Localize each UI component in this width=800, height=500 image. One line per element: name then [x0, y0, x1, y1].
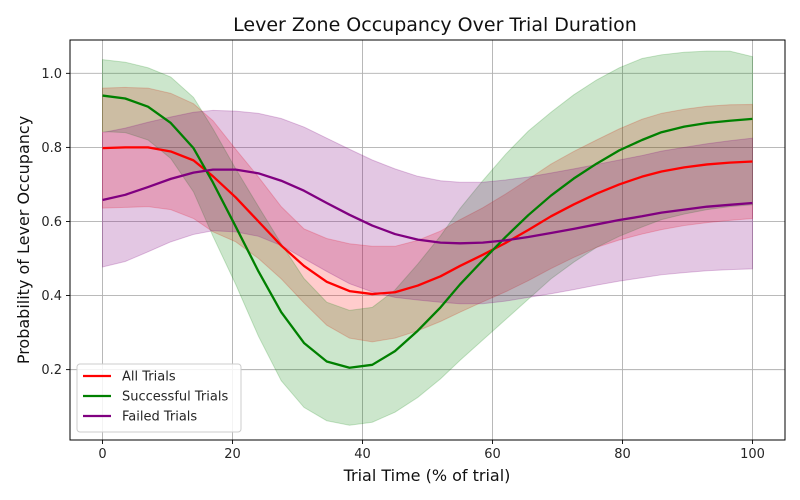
y-tick-label: 0.8	[41, 141, 62, 156]
y-axis-title: Probability of Lever Occupancy	[14, 116, 33, 364]
x-axis-ticks: 0 20 40 60 80 100	[98, 440, 765, 462]
series-lines	[102, 94, 753, 369]
confidence-band	[102, 109, 753, 305]
series-line	[102, 94, 753, 369]
y-tick-label: 0.4	[41, 289, 62, 304]
chart-title: Lever Zone Occupancy Over Trial Duration	[233, 14, 637, 36]
x-tick-label: 40	[354, 447, 371, 462]
x-axis-title: Trial Time (% of trial)	[343, 466, 511, 485]
legend: All Trials Successful Trials Failed Trials	[76, 363, 242, 433]
x-tick-label: 80	[614, 447, 631, 462]
legend-label: Failed Trials	[122, 410, 197, 425]
confidence-band	[102, 50, 753, 426]
legend-label: All Trials	[122, 370, 176, 385]
grid-lines	[70, 40, 785, 440]
confidence-bands	[102, 50, 753, 426]
plot-frame	[69, 39, 786, 441]
y-axis-ticks: 0.2 0.4 0.6 0.8 1.0	[41, 67, 70, 378]
y-tick-label: 0.2	[41, 363, 62, 378]
series-line	[102, 146, 753, 296]
legend-label: Successful Trials	[122, 390, 228, 405]
x-tick-label: 20	[224, 447, 241, 462]
confidence-band	[102, 86, 753, 343]
x-tick-label: 0	[98, 447, 106, 462]
legend-box	[76, 363, 242, 433]
x-tick-label: 100	[740, 447, 765, 462]
y-tick-label: 0.6	[41, 215, 62, 230]
y-tick-label: 1.0	[41, 67, 62, 82]
x-tick-label: 60	[484, 447, 501, 462]
series-line	[102, 168, 753, 245]
